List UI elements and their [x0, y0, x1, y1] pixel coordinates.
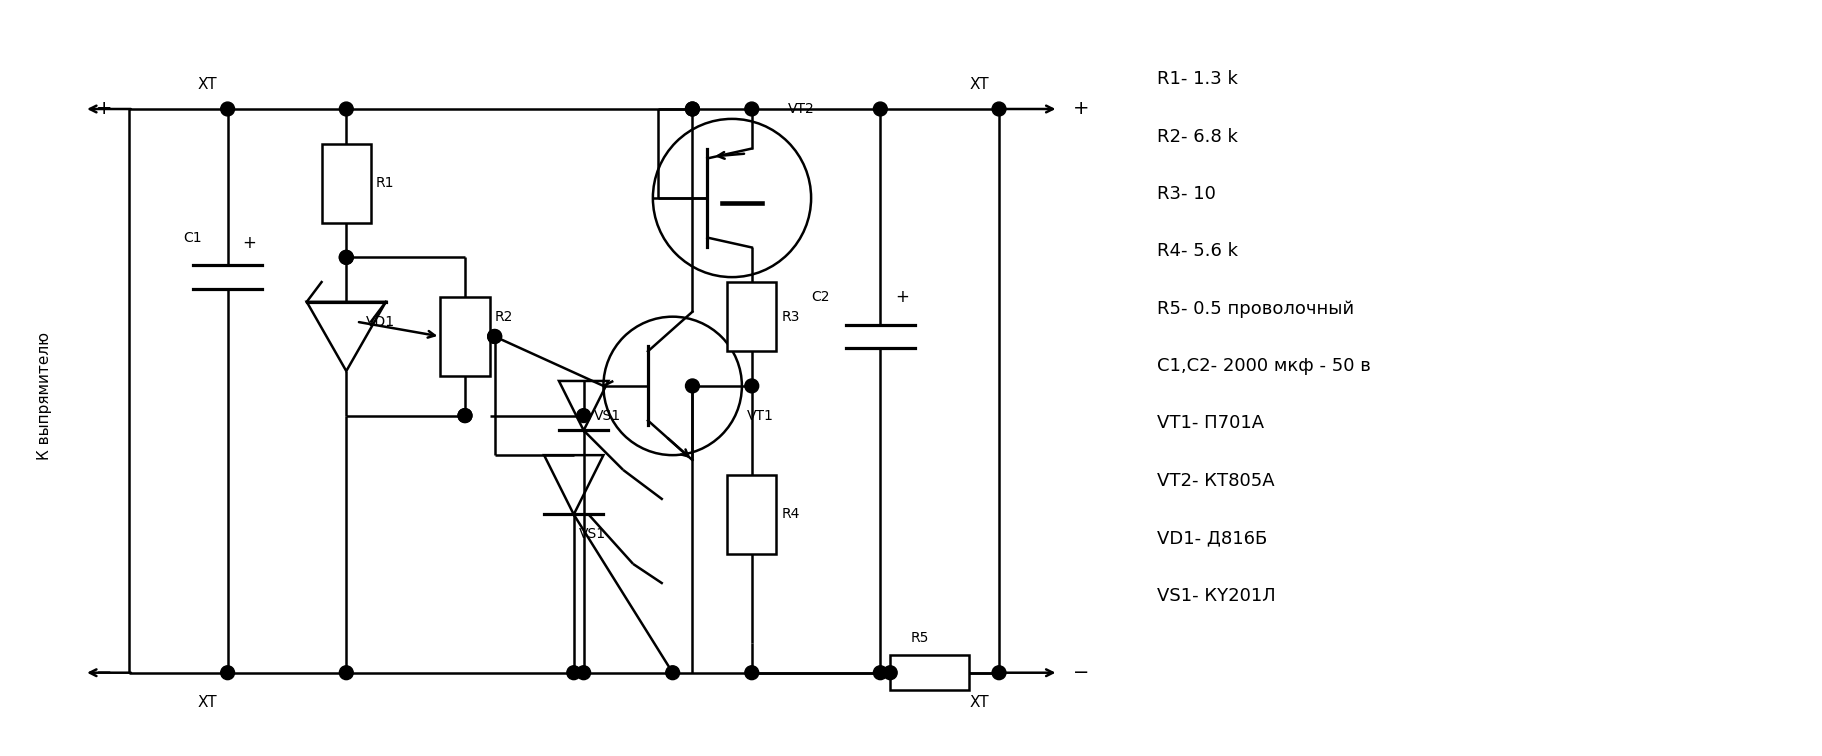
Circle shape: [745, 379, 758, 393]
Text: +: +: [242, 234, 257, 252]
Text: R1: R1: [375, 176, 395, 191]
Circle shape: [488, 330, 501, 343]
Text: −: −: [97, 663, 113, 682]
Text: R4: R4: [782, 507, 800, 522]
Text: XT: XT: [199, 77, 217, 91]
Text: R2- 6.8 k: R2- 6.8 k: [1157, 128, 1239, 146]
Circle shape: [665, 666, 680, 680]
Text: К выпрямителю: К выпрямителю: [36, 332, 53, 460]
Bar: [441, 297, 490, 376]
Circle shape: [745, 102, 758, 116]
Text: R4- 5.6 k: R4- 5.6 k: [1157, 243, 1239, 260]
Text: VT2- КT805A: VT2- КT805A: [1157, 472, 1275, 490]
Text: −: −: [1073, 663, 1090, 682]
Text: R3: R3: [782, 310, 800, 324]
Text: VT2: VT2: [787, 102, 814, 116]
Text: +: +: [97, 100, 113, 119]
Text: VT1: VT1: [747, 408, 774, 423]
Text: R5: R5: [911, 631, 929, 645]
Circle shape: [339, 250, 353, 265]
Text: +: +: [1073, 100, 1090, 119]
Text: XT: XT: [969, 695, 989, 710]
Circle shape: [745, 666, 758, 680]
Text: C2: C2: [811, 290, 829, 304]
Circle shape: [884, 666, 896, 680]
Circle shape: [339, 102, 353, 116]
Circle shape: [873, 102, 887, 116]
Text: VD1- Д816Б: VD1- Д816Б: [1157, 529, 1268, 547]
Bar: [891, 655, 969, 690]
Circle shape: [220, 666, 235, 680]
Circle shape: [220, 102, 235, 116]
Text: VS1- КY201Л: VS1- КY201Л: [1157, 587, 1275, 605]
Text: XT: XT: [969, 77, 989, 91]
Circle shape: [873, 666, 887, 680]
Circle shape: [567, 666, 581, 680]
Circle shape: [993, 666, 1006, 680]
Circle shape: [457, 409, 472, 423]
Circle shape: [685, 102, 700, 116]
Text: R1- 1.3 k: R1- 1.3 k: [1157, 70, 1239, 88]
Text: R2: R2: [494, 310, 514, 324]
Circle shape: [578, 409, 590, 423]
Text: VS1: VS1: [594, 408, 621, 423]
Circle shape: [993, 102, 1006, 116]
Circle shape: [339, 666, 353, 680]
Text: R3- 10: R3- 10: [1157, 185, 1215, 203]
Circle shape: [685, 102, 700, 116]
Text: C1,C2- 2000 мкф - 50 в: C1,C2- 2000 мкф - 50 в: [1157, 357, 1372, 375]
Bar: [321, 144, 372, 223]
Text: R5- 0.5 проволочный: R5- 0.5 проволочный: [1157, 300, 1354, 318]
Bar: [727, 282, 776, 352]
Circle shape: [685, 379, 700, 393]
Circle shape: [578, 666, 590, 680]
Circle shape: [339, 250, 353, 265]
Text: VT1- П701A: VT1- П701A: [1157, 414, 1264, 432]
Circle shape: [457, 409, 472, 423]
Text: C1: C1: [184, 231, 202, 244]
Text: XT: XT: [199, 695, 217, 710]
Bar: [727, 475, 776, 554]
Circle shape: [488, 330, 501, 343]
Text: +: +: [895, 288, 909, 306]
Text: VD1: VD1: [366, 314, 395, 329]
Text: VS1: VS1: [579, 527, 607, 541]
